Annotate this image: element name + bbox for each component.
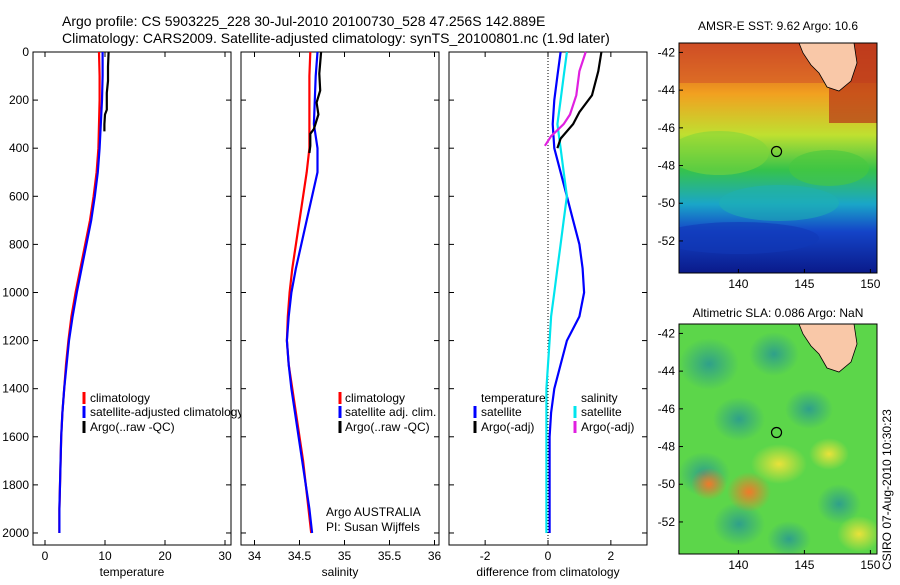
salinity-tick-group: 34 34.5 35 35.5 36 [241,51,442,563]
sla-map-title: Altimetric SLA: 0.086 Argo: NaN [693,306,864,320]
difference-legend: temperature salinity satellite Argo(-adj… [473,391,634,434]
series-line-argo-raw-qc [308,51,323,154]
temperature-xlabel: temperature [100,565,165,579]
difference-tick-group: -2 0 2 [449,51,647,563]
map-y-tick-label: -50 [658,196,676,210]
x-tick-label: 10 [98,549,112,563]
map-x-tick-label: 150 [860,558,880,572]
legend-label-satellite: satellite-adjusted climatology [90,405,243,419]
y-tick-label: 800 [9,237,29,251]
tasmania-landmass [798,324,858,373]
y-tick-label: 400 [9,141,29,155]
difference-xlabel: difference from climatology [476,565,619,579]
csiro-timestamp: CSIRO 07-Aug-2010 10:30:23 [880,409,894,570]
y-tick-label: 1000 [2,285,29,299]
x-tick-label: 35.5 [378,549,402,563]
map-y-tick-label: -44 [658,364,676,378]
series-line-argo-adj [543,51,587,147]
argo-float-marker [770,426,783,439]
x-tick-label: 0 [42,549,49,563]
map-y-tick-label: -46 [658,121,676,135]
map-y-tick-label: -48 [658,159,676,173]
sst-map-tick-group: 140 145 150 -42 -44 -46 -48 -50 -52 [658,45,881,291]
map-y-tick-label: -52 [658,515,676,529]
legend-label-argo: Argo(..raw -QC) [90,420,175,434]
map-y-tick-label: -42 [658,326,676,340]
sst-map-panel: AMSR-E SST: 9.62 Argo: 10.6 140 145 150 -42… [658,19,881,291]
legend-label-sal-satellite: satellite [581,405,622,419]
map-x-tick-label: 150 [860,277,880,291]
series-line-argo-raw-qc [103,51,110,132]
temperature-axes [32,51,232,546]
x-tick-label: 20 [158,549,172,563]
legend-label-temp-argo: Argo(-adj) [481,420,534,434]
map-y-tick-label: -52 [658,234,676,248]
map-y-tick-label: -50 [658,477,676,491]
y-tick-label: 200 [9,93,29,107]
series-line-satellite-adj-clim [285,51,319,534]
y-tick-label: 600 [9,189,29,203]
sla-map-image [679,324,877,554]
y-tick-label: 1600 [2,430,29,444]
map-x-tick-label: 140 [728,277,748,291]
legend-label-climatology: climatology [90,391,150,405]
difference-series-group [543,51,603,533]
x-tick-label: 35 [338,549,352,563]
y-tick-label: 1400 [2,382,29,396]
legend-header-temperature: temperature [481,391,546,405]
salinity-xlabel: salinity [322,565,359,579]
legend-label-temp-satellite: satellite [481,405,522,419]
salinity-series-group [285,51,323,534]
argo-float-marker [770,145,783,158]
salinity-axes [240,51,440,546]
annotation-argo-australia: Argo AUSTRALIA [326,505,421,519]
sla-map-tick-group: 140 145 150 -42 -44 -46 -48 -50 -52 [658,326,881,572]
x-tick-label: 36 [428,549,442,563]
legend-label-argo: Argo(..raw -QC) [345,420,430,434]
temperature-legend: climatology satellite-adjusted climatolo… [82,391,243,434]
map-x-tick-label: 145 [794,558,814,572]
sla-map-frame [678,323,878,555]
temperature-panel: 0 10 20 30 0 200 400 600 800 1000 1200 1400 1600 1800… [2,45,243,579]
map-y-tick-label: -48 [658,440,676,454]
legend-label-sal-argo: Argo(-adj) [581,420,634,434]
salinity-legend: climatology satellite adj. clim. Argo(..… [338,391,436,434]
legend-label-climatology: climatology [345,391,405,405]
legend-label-satellite: satellite adj. clim. [345,405,436,419]
annotation-pi: PI: Susan Wijffels [326,520,420,534]
tasmania-landmass [798,43,858,92]
temperature-series-group [58,51,110,533]
y-tick-label: 0 [22,45,29,59]
x-tick-label: 2 [608,549,615,563]
map-y-tick-label: -42 [658,45,676,59]
sst-map-title: AMSR-E SST: 9.62 Argo: 10.6 [698,19,858,33]
title-line-1: Argo profile: CS 5903225_228 30-Jul-2010… [62,13,545,29]
x-tick-label: 34 [248,549,262,563]
sst-map-frame [678,42,878,274]
series-line-satellite [545,51,569,533]
map-y-tick-label: -44 [658,83,676,97]
title-line-2: Climatology: CARS2009. Satellite-adjuste… [62,30,610,46]
series-line-satellite [548,51,586,533]
series-line-satellite-adjusted-climatology [58,52,104,533]
series-line-argo-adj [556,51,603,149]
sla-map-panel: Altimetric SLA: 0.086 Argo: NaN 140 145 15… [658,306,881,572]
y-tick-label: 1200 [2,334,29,348]
x-tick-label: 0 [545,549,552,563]
x-tick-label: 30 [218,549,232,563]
map-y-tick-label: -46 [658,402,676,416]
salinity-panel: 34 34.5 35 35.5 36 salinity climatology sate… [240,51,442,579]
difference-panel: -2 0 2 difference from climatology tempera… [448,51,648,579]
map-x-tick-label: 140 [728,558,748,572]
y-tick-label: 2000 [2,526,29,540]
sst-map-image [679,43,877,273]
temperature-tick-group: 0 10 20 30 0 200 400 600 800 1000 1200 1400 1600 1800… [2,45,232,563]
y-tick-label: 1800 [2,478,29,492]
map-x-tick-label: 145 [794,277,814,291]
x-tick-label: 34.5 [288,549,312,563]
x-tick-label: -2 [480,549,491,563]
legend-header-salinity: salinity [581,391,618,405]
